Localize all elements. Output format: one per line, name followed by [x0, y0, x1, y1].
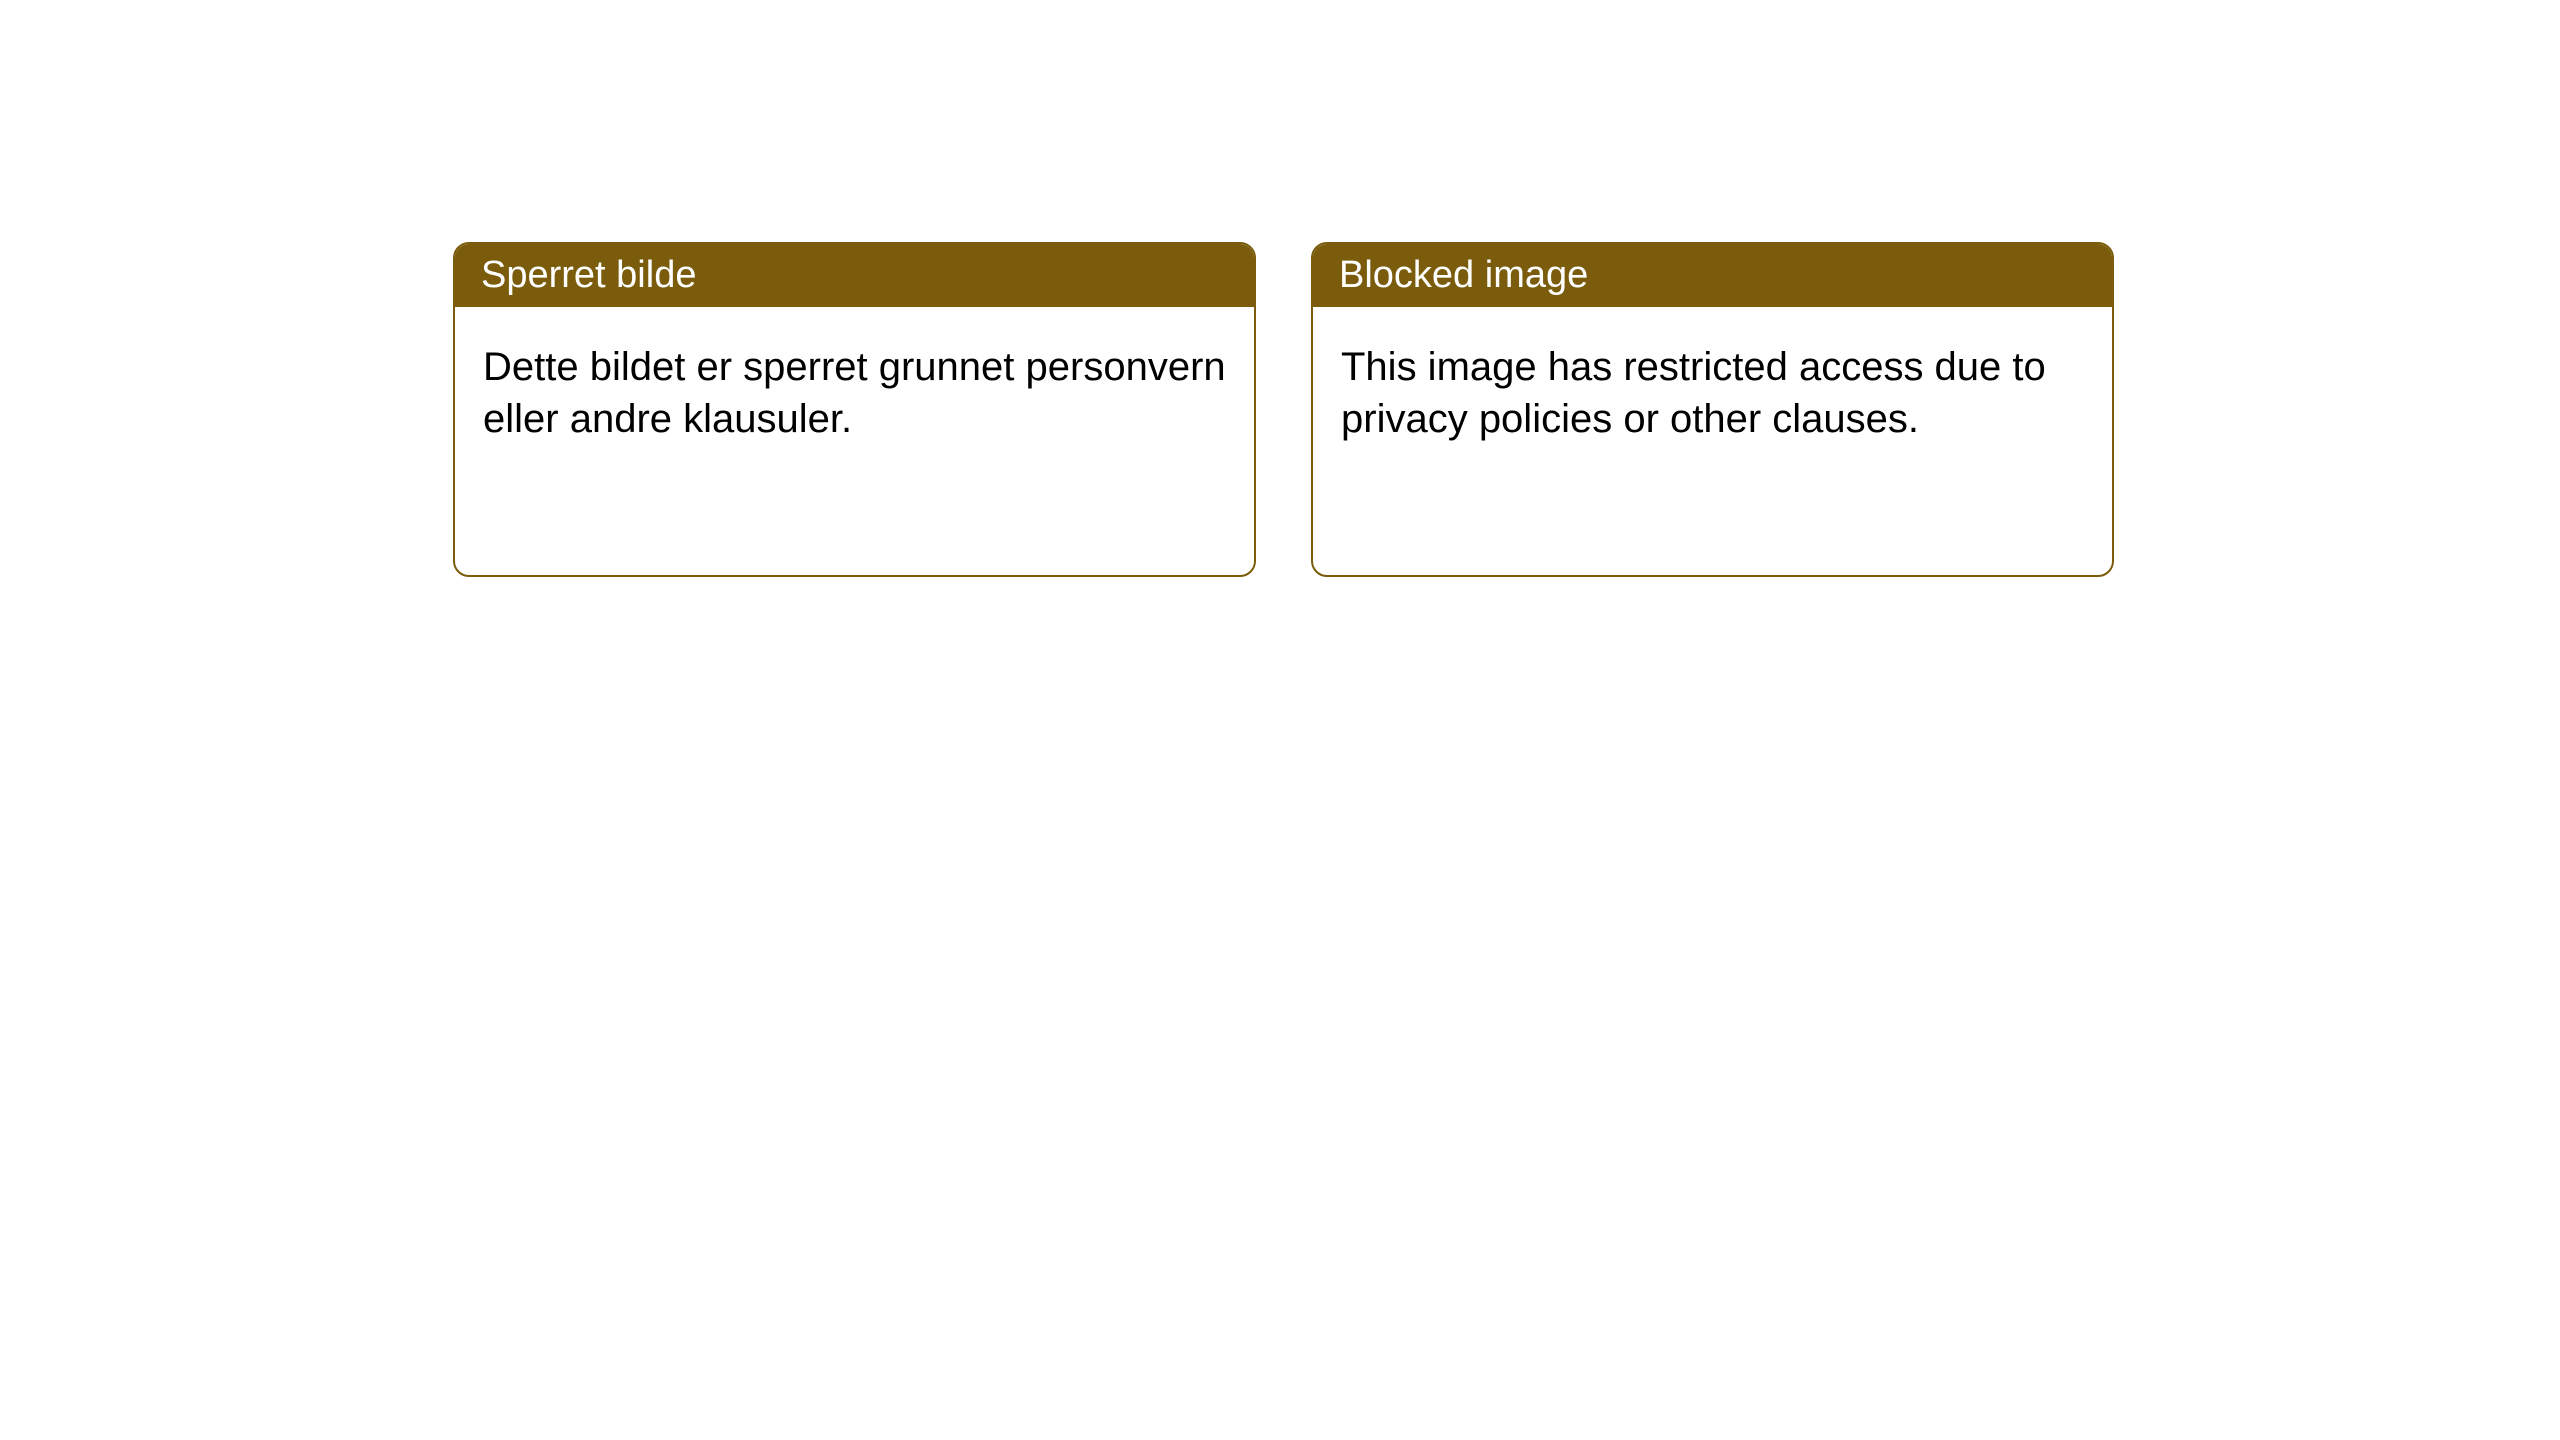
notice-card-header: Sperret bilde — [455, 244, 1254, 307]
notice-card-english: Blocked image This image has restricted … — [1311, 242, 2114, 577]
notice-card-header: Blocked image — [1313, 244, 2112, 307]
notice-card-norwegian: Sperret bilde Dette bildet er sperret gr… — [453, 242, 1256, 577]
notice-card-body: This image has restricted access due to … — [1313, 307, 2112, 479]
notice-card-body: Dette bildet er sperret grunnet personve… — [455, 307, 1254, 479]
notice-cards-container: Sperret bilde Dette bildet er sperret gr… — [0, 0, 2560, 577]
